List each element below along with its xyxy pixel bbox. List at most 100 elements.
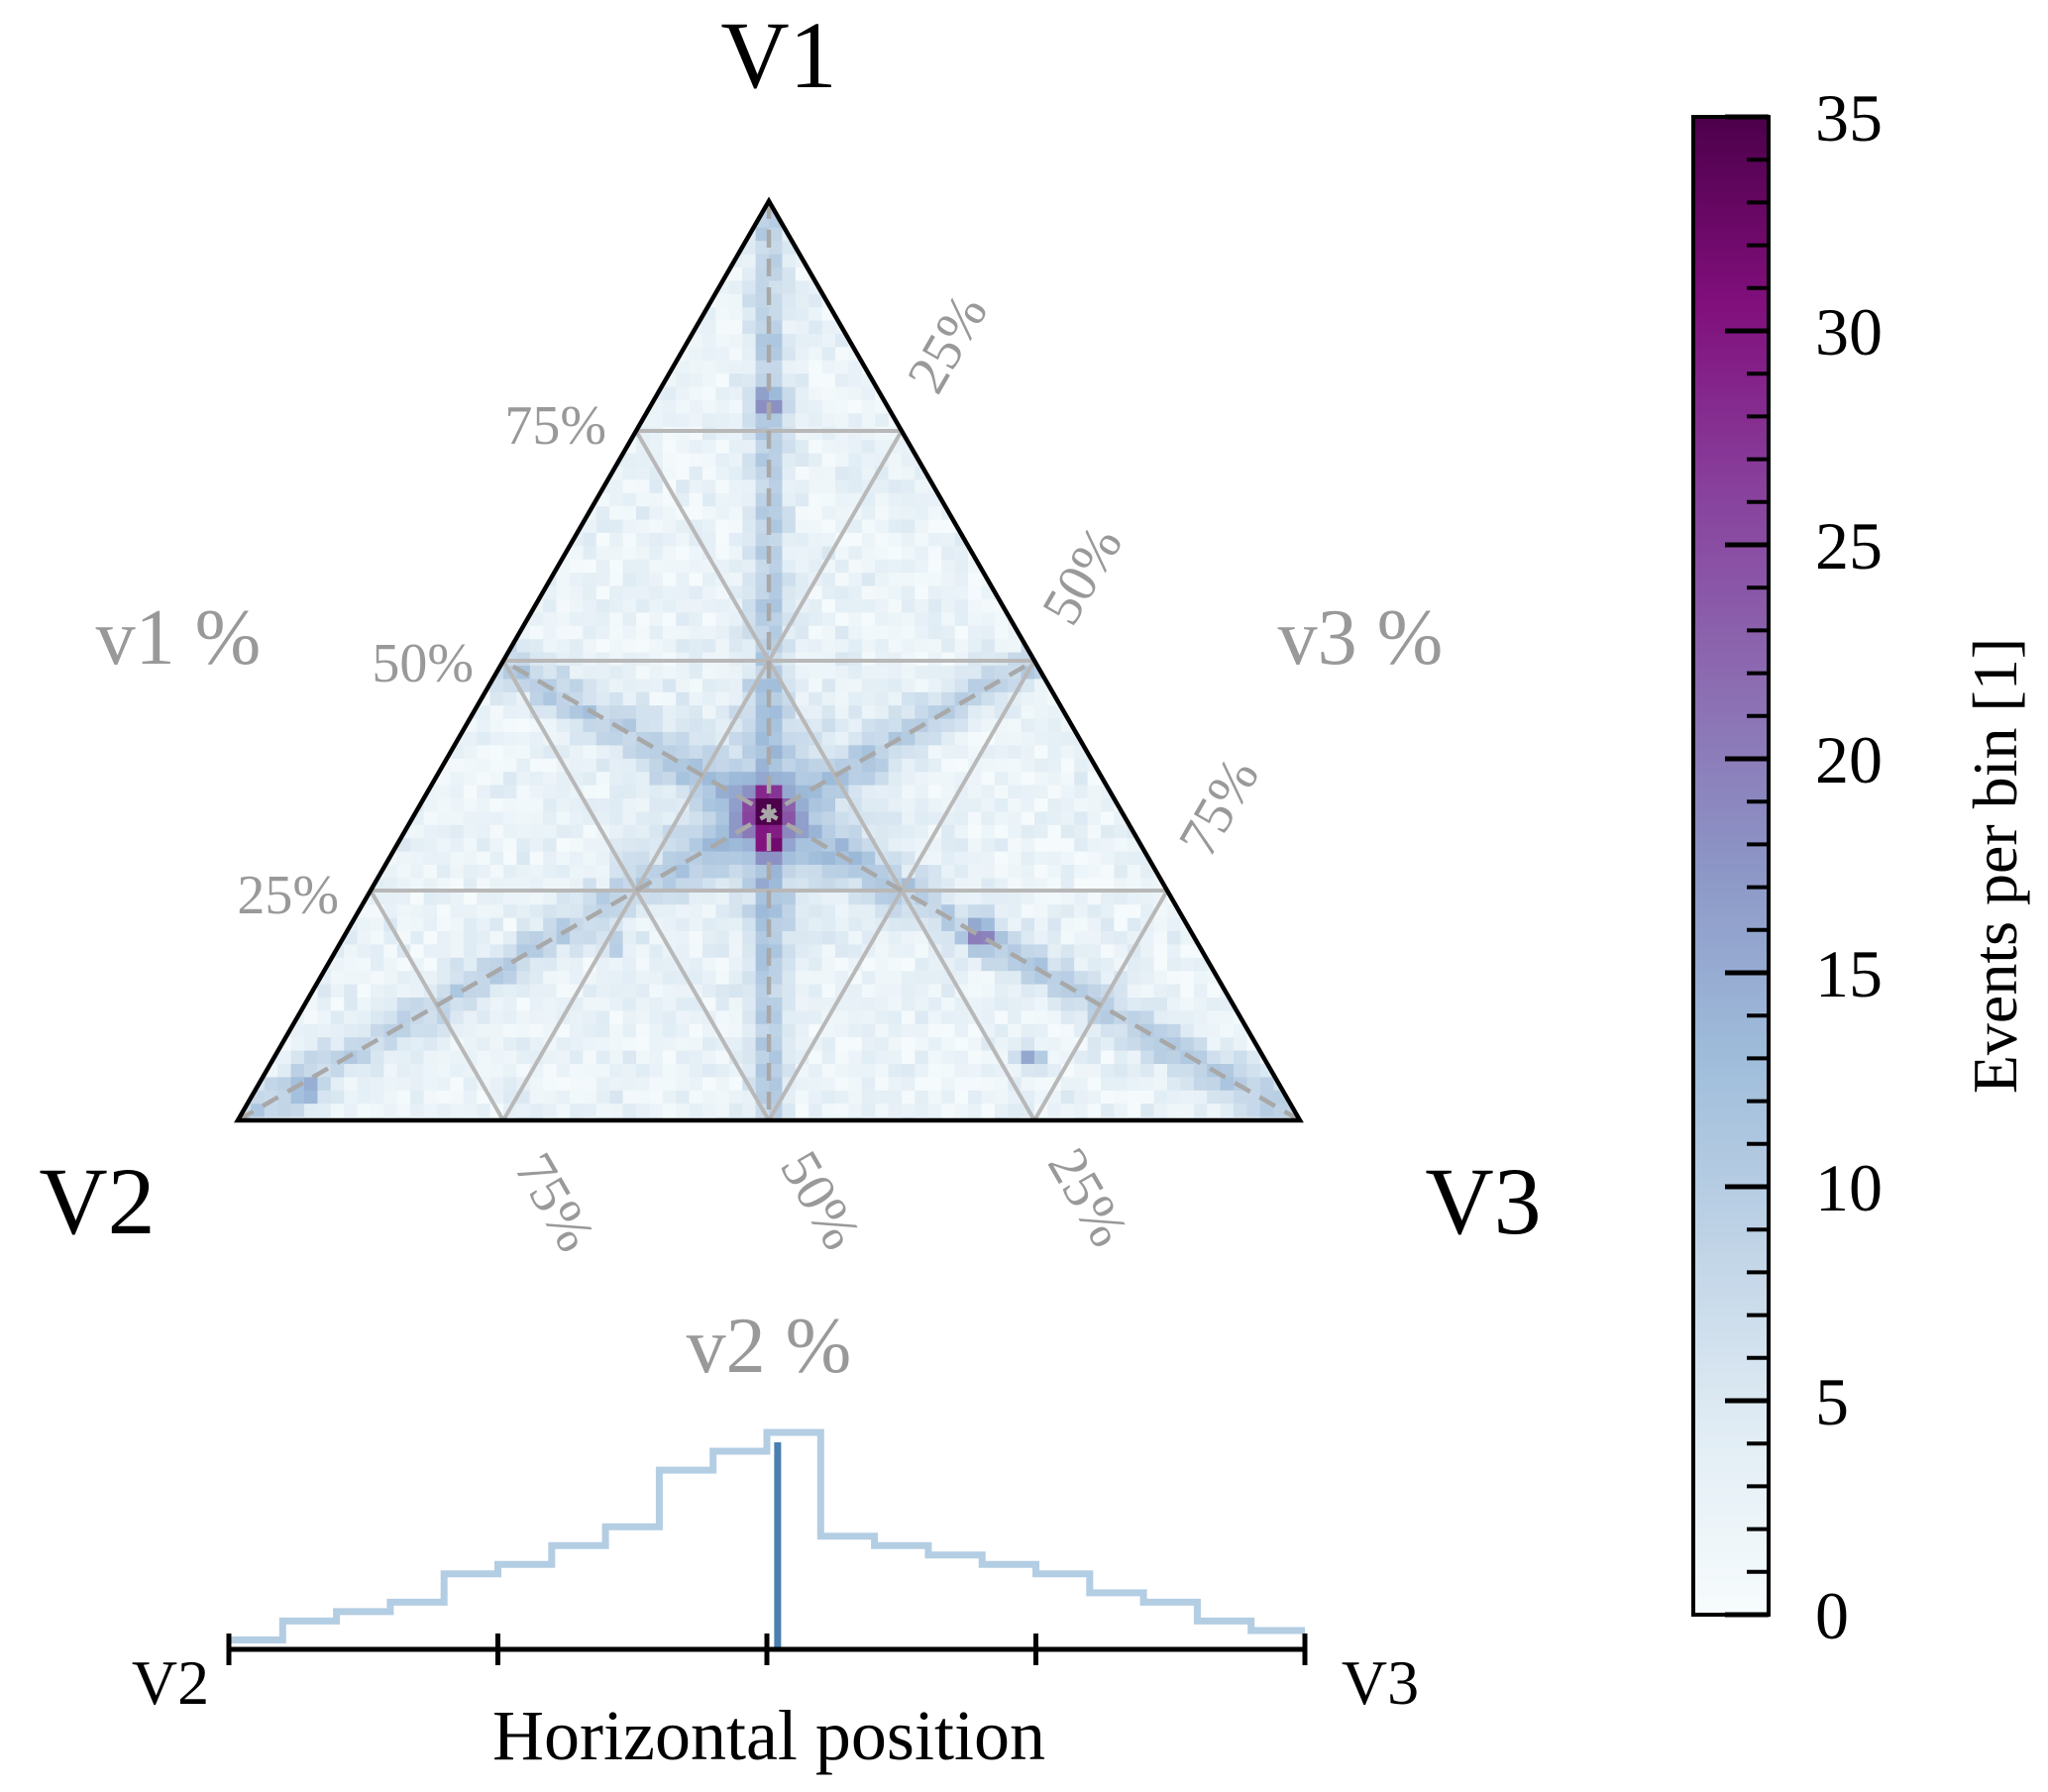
- heatmap-bin: [689, 373, 703, 388]
- heatmap-bin: [290, 679, 305, 693]
- heatmap-bin: [423, 400, 438, 414]
- heatmap-bin: [927, 280, 942, 295]
- heatmap-bin: [1234, 386, 1247, 401]
- heatmap-bin: [769, 838, 783, 853]
- heatmap-bin: [437, 573, 451, 587]
- heatmap-bin: [795, 944, 809, 959]
- heatmap-bin: [516, 811, 531, 826]
- heatmap-bin: [622, 679, 637, 693]
- heatmap-bin: [715, 944, 730, 959]
- heatmap-bin: [489, 479, 504, 494]
- heatmap-bin: [941, 772, 956, 787]
- heatmap-bin: [1021, 917, 1035, 932]
- heatmap-bin: [1087, 201, 1102, 215]
- heatmap-bin: [330, 373, 345, 388]
- heatmap-bin: [662, 785, 677, 799]
- heatmap-bin: [463, 546, 478, 561]
- heatmap-bin: [715, 386, 730, 401]
- heatmap-bin: [410, 386, 425, 401]
- heatmap-bin: [994, 984, 1009, 999]
- heatmap-bin: [875, 931, 890, 945]
- heatmap-bin: [463, 957, 478, 972]
- heatmap-bin: [277, 944, 292, 959]
- heatmap-bin: [689, 267, 703, 281]
- heatmap-bin: [902, 679, 916, 693]
- heatmap-bin: [1127, 666, 1141, 680]
- heatmap-bin: [1207, 373, 1222, 388]
- heatmap-bin: [1140, 467, 1155, 480]
- heatmap-bin: [437, 984, 451, 999]
- heatmap-bin: [1234, 865, 1247, 879]
- heatmap-bin: [583, 201, 597, 215]
- heatmap-bin: [437, 851, 451, 866]
- heatmap-bin: [344, 652, 359, 667]
- heatmap-bin: [954, 679, 969, 693]
- heatmap-bin: [941, 745, 956, 760]
- heatmap-bin: [410, 307, 425, 322]
- heatmap-bin: [423, 373, 438, 388]
- heatmap-bin: [529, 373, 544, 388]
- heatmap-bin: [728, 957, 743, 972]
- heatmap-bin: [1074, 426, 1089, 441]
- heatmap-bin: [556, 293, 571, 308]
- heatmap-bin: [371, 546, 384, 561]
- heatmap-bin: [755, 745, 770, 760]
- heatmap-bin: [1153, 971, 1168, 986]
- heatmap-bin: [994, 400, 1009, 414]
- heatmap-bin: [742, 944, 757, 959]
- heatmap-bin: [915, 785, 929, 799]
- heatmap-bin: [1234, 201, 1247, 215]
- heatmap-bin: [968, 785, 982, 799]
- heatmap-bin: [383, 785, 398, 799]
- heatmap-bin: [1087, 785, 1102, 799]
- heatmap-bin: [1087, 479, 1102, 494]
- heatmap-bin: [689, 479, 703, 494]
- heatmap-bin: [383, 254, 398, 268]
- heatmap-bin: [251, 546, 266, 561]
- heatmap-bin: [1207, 891, 1222, 905]
- heatmap-bin: [251, 745, 266, 760]
- heatmap-bin: [676, 691, 691, 706]
- heatmap-bin: [238, 293, 252, 308]
- heatmap-bin: [649, 280, 664, 295]
- heatmap-bin: [1153, 373, 1168, 388]
- heatmap-bin: [489, 492, 504, 507]
- heatmap-bin: [848, 745, 863, 760]
- heatmap-bin: [902, 585, 916, 600]
- heatmap-bin: [437, 971, 451, 986]
- heatmap-bin: [330, 533, 345, 547]
- heatmap-bin: [277, 785, 292, 799]
- heatmap-bin: [371, 320, 384, 335]
- heatmap-bin: [728, 865, 743, 879]
- heatmap-bin: [1008, 758, 1023, 773]
- heatmap-bin: [848, 878, 863, 893]
- heatmap-bin: [264, 280, 278, 295]
- heatmap-bin: [715, 625, 730, 640]
- heatmap-bin: [888, 745, 903, 760]
- heatmap-bin: [1140, 691, 1155, 706]
- heatmap-bin: [1259, 998, 1274, 1011]
- heatmap-bin: [396, 957, 411, 972]
- heatmap-bin: [927, 625, 942, 640]
- heatmap-bin: [676, 426, 691, 441]
- heatmap-bin: [344, 666, 359, 680]
- heatmap-bin: [808, 957, 823, 972]
- heatmap-bin: [556, 811, 571, 826]
- heatmap-bin: [529, 612, 544, 627]
- heatmap-bin: [290, 533, 305, 547]
- heatmap-bin: [835, 865, 849, 879]
- heatmap-bin: [477, 334, 491, 348]
- heatmap-bin: [888, 573, 903, 587]
- heatmap-bin: [1193, 307, 1208, 322]
- heatmap-bin: [1140, 492, 1155, 507]
- heatmap-bin: [1167, 479, 1181, 494]
- heatmap-bin: [662, 639, 677, 654]
- heatmap-bin: [662, 440, 677, 455]
- heatmap-bin: [344, 467, 359, 480]
- heatmap-bin: [583, 307, 597, 322]
- heatmap-bin: [489, 745, 504, 760]
- heatmap-bin: [769, 984, 783, 999]
- heatmap-bin: [1167, 400, 1181, 414]
- heatmap-bin: [888, 467, 903, 480]
